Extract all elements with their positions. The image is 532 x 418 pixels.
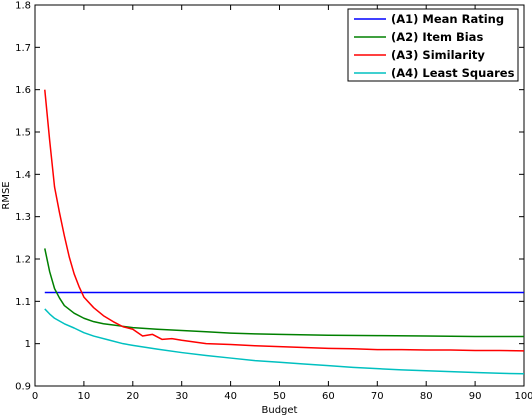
axis-ticks: 0 10 20 30 40 50 60 70 80 90 100 0.9 1 1.1 1.2 1.3 1.4 1.… [15,1,532,403]
x-tick-label: 30 [175,391,188,402]
y-tick-label: 1 [25,339,31,350]
series-lines [44,89,525,375]
series-line-3 [44,89,525,352]
x-tick-label: 0 [32,391,38,402]
y-tick-label: 1.3 [15,212,31,223]
x-axis-label: Budget [262,405,298,416]
series-line-2 [44,248,524,338]
y-tick-label: 1.8 [15,1,31,12]
x-tick-label: 60 [322,391,335,402]
x-tick-label: 40 [224,391,237,402]
legend-entry-4: (A4) Least Squares [391,66,515,80]
legend-box [347,8,519,82]
y-tick-label: 1.6 [15,85,31,96]
x-tick-label: 100 [514,391,532,402]
y-tick-label: 1.4 [15,170,31,181]
legend-entry-3: (A3) Similarity [391,48,485,62]
x-tick-label: 70 [371,391,384,402]
x-tick-label: 90 [469,391,482,402]
x-tick-label: 20 [126,391,139,402]
y-tick-label: 0.9 [15,382,31,393]
y-tick-label: 1.2 [15,255,31,266]
legend-entry-2: (A2) Item Bias [391,30,483,44]
y-tick-label: 1.5 [15,128,31,139]
y-tick-label: 1.7 [15,43,31,54]
y-tick-label: 1.1 [15,297,31,308]
y-axis-label: RMSE [1,181,12,209]
x-tick-label: 50 [273,391,286,402]
x-tick-label: 10 [78,391,91,402]
series-line-4 [44,308,525,375]
x-tick-label: 80 [420,391,433,402]
legend-entry-1: (A1) Mean Rating [391,12,504,26]
legend: (A1) Mean Rating (A2) Item Bias (A3) Simil… [347,8,519,82]
